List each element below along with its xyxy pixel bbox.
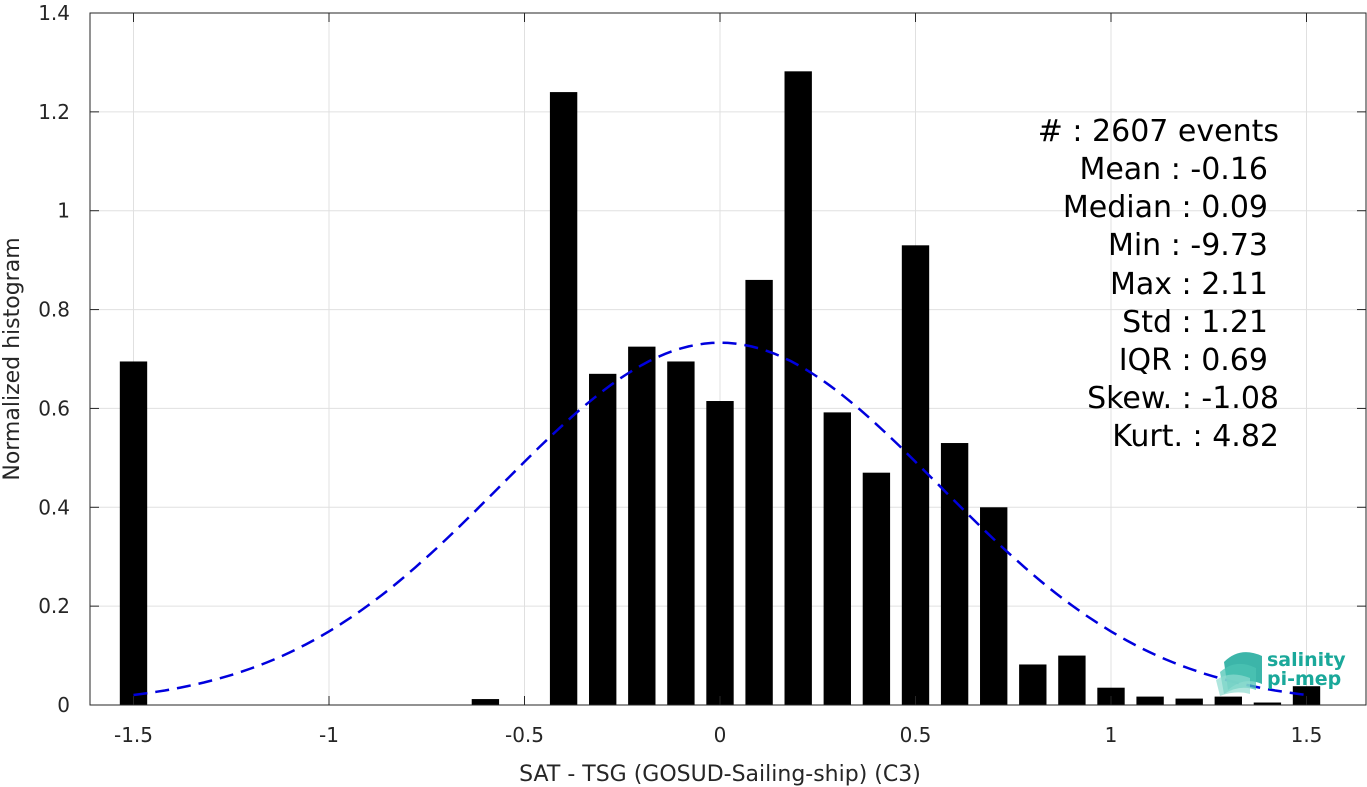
histogram-bar (784, 71, 812, 706)
stats-line-median: Median : 0.09 (1063, 190, 1268, 225)
y-tick-label: 1.4 (38, 1, 70, 25)
histogram-bar (706, 401, 734, 705)
y-tick-label: 1.2 (38, 100, 70, 124)
histogram-bar (901, 245, 930, 706)
stats-line-max: Max : 2.11 (1110, 267, 1268, 302)
logo-text-pi-mep: pi-mep (1267, 668, 1341, 690)
histogram-bar (1136, 696, 1164, 705)
y-tick-label: 1 (57, 199, 70, 223)
histogram-bar (119, 361, 148, 705)
histogram-bar (628, 346, 656, 705)
histogram-bar (862, 472, 891, 705)
histogram-bar (1292, 686, 1321, 705)
stats-line-events: # : 2607 events (1038, 114, 1279, 149)
stats-line-mean: Mean : -0.16 (1079, 152, 1268, 187)
x-tick-label: -0.5 (505, 723, 544, 747)
x-axis-label: SAT - TSG (GOSUD-Sailing-ship) (C3) (519, 762, 921, 787)
x-tick-label: 1 (1105, 723, 1118, 747)
histogram-bar (823, 412, 851, 705)
stats-line-min: Min : -9.73 (1108, 228, 1268, 263)
y-tick-label: 0.2 (38, 594, 70, 618)
histogram-bar (940, 443, 969, 705)
x-tick-label: -1 (319, 723, 339, 747)
x-tick-label: 0 (714, 723, 727, 747)
logo-wave-icon (1216, 652, 1262, 696)
histogram-bar (980, 507, 1008, 705)
stats-box: # : 2607 events Mean : -0.16 Median : 0.… (1038, 114, 1279, 454)
y-tick-label: 0.4 (38, 495, 70, 519)
logo-text-salinity: salinity (1267, 649, 1346, 671)
axes-frame (89, 12, 1367, 706)
histogram-bar (745, 279, 773, 705)
histogram-bar (667, 361, 695, 705)
axes-box (89, 12, 1367, 706)
histogram-bar (1058, 655, 1086, 705)
y-tick-labels: 0 0.2 0.4 0.6 0.8 1 1.2 1.4 (38, 1, 70, 717)
histogram-bar (1214, 696, 1242, 705)
histogram-bar (1019, 664, 1047, 705)
stats-line-iqr: IQR : 0.69 (1119, 343, 1268, 378)
gaussian-fit-curve (133, 341, 1307, 697)
stats-line-skew: Skew. : -1.08 (1087, 381, 1279, 416)
histogram-bar (589, 373, 617, 705)
x-tick-label: 1.5 (1291, 723, 1323, 747)
x-tick-labels: -1.5 -1 -0.5 0 0.5 1 1.5 (114, 723, 1322, 747)
histogram-bar (1175, 698, 1203, 705)
y-tick-label: 0.6 (38, 396, 70, 420)
histogram-bar (471, 699, 500, 705)
histogram-bar (549, 92, 578, 706)
y-axis-label: Normalized histogram (0, 237, 25, 480)
y-tick-label: 0 (57, 693, 70, 717)
histogram-bars (119, 71, 1321, 706)
x-tick-label: 0.5 (900, 723, 932, 747)
y-tick-label: 0.8 (38, 298, 70, 322)
salinity-pi-mep-logo: salinity pi-mep (1216, 649, 1346, 696)
x-tick-label: -1.5 (114, 723, 153, 747)
stats-line-kurt: Kurt. : 4.82 (1112, 419, 1279, 454)
stats-line-std: Std : 1.21 (1122, 305, 1268, 340)
histogram-bar (1253, 702, 1282, 705)
